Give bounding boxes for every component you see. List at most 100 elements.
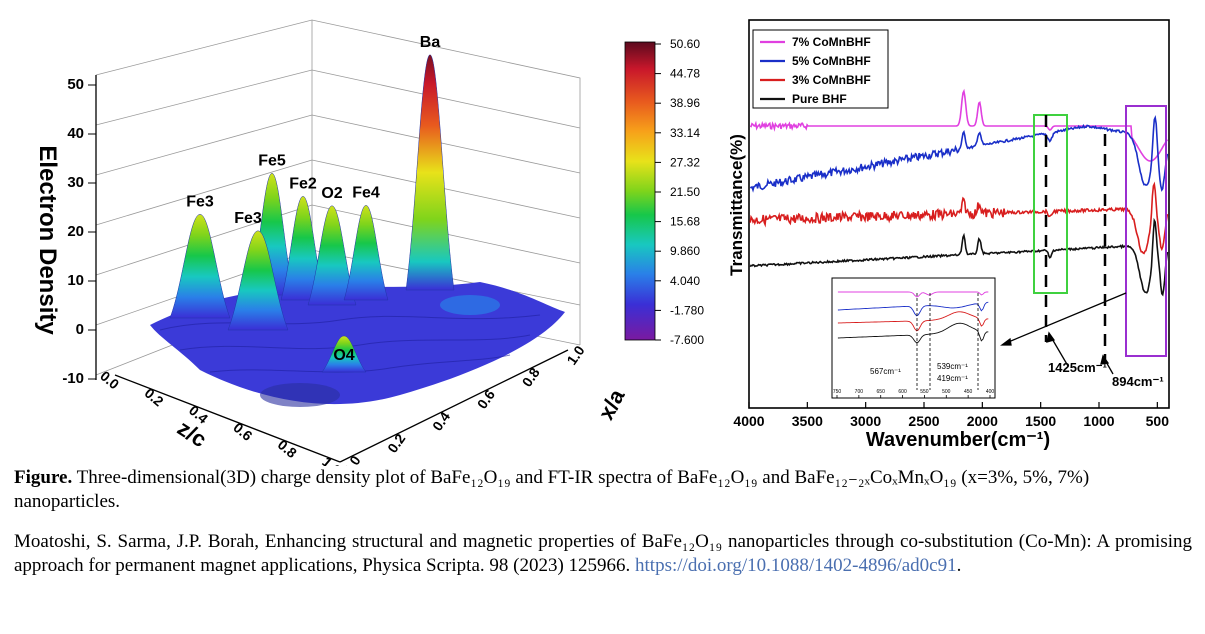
inset-x-ticks: 750 700 650 600 550 500 450 400 xyxy=(833,389,995,398)
colorbar-tick: 27.32 xyxy=(670,155,700,169)
ftir-x-tick: 500 xyxy=(1146,413,1170,429)
reference-text: Moatoshi, S. Sarma, J.P. Borah, Enhancin… xyxy=(14,531,1192,576)
colorbar-tick: 38.96 xyxy=(670,96,700,110)
z-tick: 50 xyxy=(67,76,84,93)
ftir-x-tick: 2000 xyxy=(967,413,998,429)
peak-label: Ba xyxy=(420,34,441,51)
inset-series-line xyxy=(837,311,989,332)
ftir-x-tick: 1000 xyxy=(1083,413,1114,429)
colorbar-tick: 33.14 xyxy=(670,126,700,140)
surface-peak xyxy=(169,214,231,319)
y-tick: 0.6 xyxy=(474,386,498,411)
annotation-894: 894cm⁻¹ xyxy=(1112,374,1164,389)
caption-label: Figure. xyxy=(14,467,73,488)
y-tick: 0.0 xyxy=(339,452,363,466)
legend-label: Pure BHF xyxy=(792,92,847,106)
surface-peak xyxy=(405,54,455,291)
z-tick: 0 xyxy=(76,321,84,338)
doi-suffix: . xyxy=(956,555,962,576)
peak-label: O2 xyxy=(321,185,342,202)
ftir-legend: 7% CoMnBHF 5% CoMnBHF 3% CoMnBHF Pure BHF xyxy=(752,29,889,109)
peak-label: Fe2 xyxy=(289,175,317,192)
inset-x-tick: 700 xyxy=(855,389,864,395)
inset-series-lines xyxy=(837,291,989,344)
peak-label: Fe3 xyxy=(186,193,214,210)
inset-annotation-419: 419cm⁻¹ xyxy=(937,374,968,383)
surface-peak xyxy=(321,335,367,373)
y-axis-title: x/a xyxy=(593,384,630,423)
ftir-plot: 1425cm⁻¹ 894cm⁻¹ 567cm⁻¹ 539cm⁻¹ 419cm⁻¹… xyxy=(727,19,1170,451)
colorbar-tick: 4.040 xyxy=(670,274,700,288)
inset-x-tick: 650 xyxy=(877,389,886,395)
figure-reference: Moatoshi, S. Sarma, J.P. Borah, Enhancin… xyxy=(14,530,1192,578)
z-tick: 30 xyxy=(67,174,84,191)
legend-label: 3% CoMnBHF xyxy=(792,73,871,87)
colorbar-tick: 44.78 xyxy=(670,67,700,81)
y-tick: 0.8 xyxy=(519,364,543,389)
inset-x-tick: 550 xyxy=(920,389,929,395)
ftir-x-tick: 3500 xyxy=(792,413,823,429)
ftir-y-title: Transmittance(%) xyxy=(727,134,746,276)
ftir-series-line xyxy=(749,115,1169,193)
y-tick: 1.0 xyxy=(563,342,587,367)
colorbar-tick: 50.60 xyxy=(670,37,700,51)
ftir-series-line xyxy=(749,217,1169,297)
ftir-x-tick: 4000 xyxy=(733,413,764,429)
colorbar-tick: 15.68 xyxy=(670,215,700,229)
inset-series-line xyxy=(837,322,989,344)
x-tick: 0.8 xyxy=(275,436,300,461)
z-tick: 10 xyxy=(67,272,84,289)
z-axis-title: Electron Density xyxy=(34,145,61,335)
peak-label: Fe4 xyxy=(352,184,380,201)
inset-series-line xyxy=(837,291,989,298)
inset-x-tick: 450 xyxy=(964,389,973,395)
colorbar: 50.60 44.78 38.96 33.14 27.32 21.50 15.68 9.860… xyxy=(624,37,704,347)
legend-label: 5% CoMnBHF xyxy=(792,54,871,68)
surface-peak xyxy=(343,205,389,301)
inset-annotation-567: 567cm⁻¹ xyxy=(870,367,901,376)
inset-x-tick: 500 xyxy=(942,389,951,395)
z-tick: 20 xyxy=(67,223,84,240)
y-tick: 0.2 xyxy=(384,430,408,455)
ftir-x-tick: 2500 xyxy=(908,413,939,429)
z-tick: -10 xyxy=(62,370,84,387)
inset-x-tick: 750 xyxy=(833,389,842,395)
y-tick: 0.4 xyxy=(429,408,453,433)
ftir-inset: 567cm⁻¹ 539cm⁻¹ 419cm⁻¹ 750 700 650 600 550 5… xyxy=(831,277,996,399)
ftir-x-tick: 3000 xyxy=(850,413,881,429)
ftir-frame xyxy=(748,19,1170,409)
inset-annotation-539: 539cm⁻¹ xyxy=(937,362,968,371)
z-tick: 40 xyxy=(67,125,84,142)
inset-x-tick: 400 xyxy=(986,389,995,395)
annotation-1425: 1425cm⁻¹ xyxy=(1048,360,1107,375)
ftir-x-tick: 1500 xyxy=(1025,413,1056,429)
ftir-series-lines xyxy=(749,88,1169,297)
colorbar-tick: 21.50 xyxy=(670,185,700,199)
colorbar-tick: 9.860 xyxy=(670,244,700,258)
x-tick: 0.2 xyxy=(142,385,167,410)
x-tick: 0.6 xyxy=(230,419,255,444)
highlight-box-green xyxy=(1033,114,1068,294)
highlight-box-purple xyxy=(1125,105,1167,357)
z-axis-ticks: 50 40 30 20 10 0 -10 xyxy=(62,76,96,387)
surface-peak xyxy=(227,230,289,331)
ftir-series-line xyxy=(749,88,1169,162)
figure-caption: Figure. Three-dimensional(3D) charge den… xyxy=(14,466,1194,514)
colorbar-tick: -1.780 xyxy=(670,303,704,317)
doi-link[interactable]: https://doi.org/10.1088/1402-4896/ad0c91 xyxy=(635,555,957,576)
peak-label: O4 xyxy=(333,347,354,364)
caption-text: Three-dimensional(3D) charge density plo… xyxy=(14,467,1090,512)
colorbar-ticks: 50.60 44.78 38.96 33.14 27.32 21.50 15.68 9.860… xyxy=(655,37,704,347)
ftir-series-line xyxy=(749,181,1169,255)
legend-label: 7% CoMnBHF xyxy=(792,35,871,49)
colorbar-tick: -7.600 xyxy=(670,333,704,347)
inset-series-line xyxy=(837,301,989,317)
peak-label: Fe3 xyxy=(234,210,262,227)
peak-label: Fe5 xyxy=(258,152,286,169)
inset-x-tick: 600 xyxy=(898,389,907,395)
x-tick: 0.0 xyxy=(97,368,122,393)
ftir-x-ticks: 4000 3500 3000 2500 2000 1500 1000 500 xyxy=(733,402,1169,429)
